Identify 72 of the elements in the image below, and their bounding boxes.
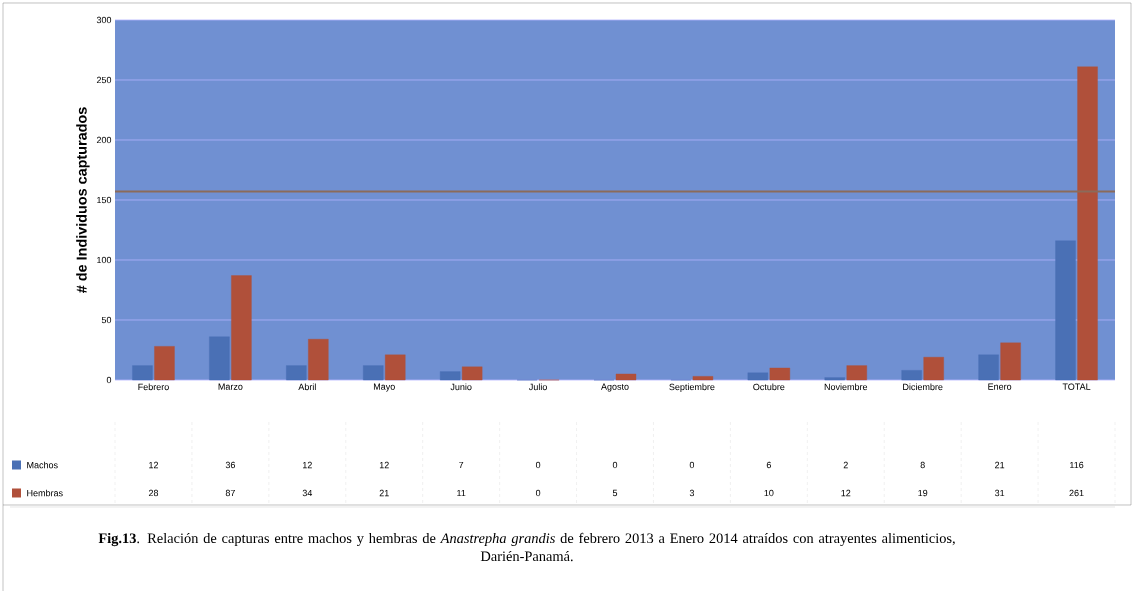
x-tick-label: Julio xyxy=(528,383,547,391)
bar xyxy=(615,373,637,381)
y-tick-label: 150 xyxy=(97,196,112,204)
x-tick-label: Noviembre xyxy=(824,383,868,391)
bar xyxy=(846,365,867,381)
x-tick-label: Junio xyxy=(450,383,472,391)
y-tick-label: 300 xyxy=(96,16,112,24)
bar xyxy=(824,377,845,381)
y-tick-label: 250 xyxy=(96,76,112,84)
x-tick-label: Febrero xyxy=(138,383,169,391)
bar xyxy=(308,338,329,381)
data-label: 5 xyxy=(612,489,618,497)
data-label: 28 xyxy=(148,489,159,497)
data-label: 7 xyxy=(459,461,464,468)
data-label: 12 xyxy=(841,489,851,497)
bar xyxy=(385,354,406,381)
bar xyxy=(231,275,252,381)
data-label: 3 xyxy=(689,489,695,497)
x-tick-label: Mayo xyxy=(373,383,395,392)
y-tick-label: 100 xyxy=(97,256,112,264)
data-label: 19 xyxy=(918,489,928,497)
data-label: 21 xyxy=(995,461,1005,469)
bar xyxy=(363,365,384,381)
legend-label: Hembras xyxy=(27,489,63,497)
bar xyxy=(154,346,175,381)
data-label: 10 xyxy=(764,489,774,497)
data-label: 0 xyxy=(535,489,541,497)
y-tick-label: 200 xyxy=(96,136,112,144)
data-label: 87 xyxy=(225,489,235,497)
bar xyxy=(286,365,307,381)
data-label: 0 xyxy=(612,461,618,469)
bar xyxy=(923,356,944,381)
data-label: 36 xyxy=(225,461,235,469)
data-label: 0 xyxy=(689,461,695,469)
bar xyxy=(901,370,922,381)
data-label: 12 xyxy=(379,461,389,469)
legend-label: Machos xyxy=(27,461,58,469)
text: Fig.13. Relación de capturas entre machos y hembras de Anastrepha grandis de febrero 2013 a Enero 2014 atraídos con atrayentes alimenticios, Darién-Panamá. xyxy=(98,532,955,562)
x-tick-label: Septiembre xyxy=(669,383,715,392)
x-tick-label: TOTAL xyxy=(1062,383,1091,390)
bar xyxy=(1000,342,1021,381)
bar xyxy=(692,376,714,381)
data-label: 34 xyxy=(302,489,313,497)
y-tick-label: 50 xyxy=(101,316,112,324)
bar xyxy=(1077,66,1098,381)
bar xyxy=(769,367,791,381)
y-tick-label: 0 xyxy=(106,376,112,384)
bar xyxy=(747,372,769,381)
x-tick-label: Octubre xyxy=(753,383,785,391)
data-label: 21 xyxy=(379,489,389,497)
x-tick-label: Agosto xyxy=(601,383,629,392)
data-label: 116 xyxy=(1070,461,1084,469)
data-label: 261 xyxy=(1069,489,1084,497)
data-label: 31 xyxy=(994,489,1005,497)
bar xyxy=(209,336,230,381)
data-label: 11 xyxy=(457,489,466,496)
data-label: 2 xyxy=(843,461,848,469)
bar xyxy=(978,354,999,381)
x-tick-label: Marzo xyxy=(218,383,243,390)
x-tick-label: Enero xyxy=(988,383,1012,390)
x-tick-label: Abril xyxy=(298,383,316,391)
data-label: 12 xyxy=(303,461,312,469)
bar xyxy=(1055,240,1076,381)
data-label: 8 xyxy=(920,461,925,469)
x-tick-label: Diciembre xyxy=(903,383,943,391)
bar xyxy=(461,366,483,381)
data-label: 0 xyxy=(535,461,541,469)
bar xyxy=(132,365,153,381)
bar xyxy=(439,371,461,381)
y-axis-title: # de Individuos capturados xyxy=(76,107,90,293)
data-label: 12 xyxy=(149,461,159,469)
data-label: 6 xyxy=(766,461,771,469)
